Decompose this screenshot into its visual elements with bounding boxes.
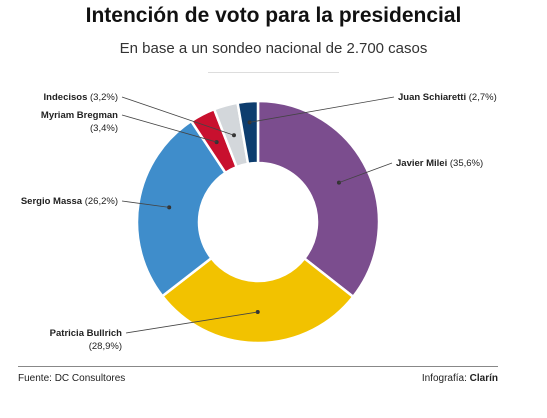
slice-label-value: (2,7%) — [466, 92, 497, 103]
slice-juan-schiaretti — [236, 99, 260, 166]
donut-slices — [135, 99, 381, 345]
slice-javier-milei — [256, 99, 381, 299]
slice-label: Indecisos (3,2%) — [44, 92, 118, 103]
leader-line — [249, 96, 395, 123]
source-note: Fuente: DC Consultores — [18, 373, 126, 384]
slice-label-name: Javier Milei — [396, 158, 447, 169]
leader-line — [121, 200, 170, 208]
leader-line — [125, 311, 258, 334]
slice-label-value: (3,2%) — [87, 92, 118, 103]
slice-label-value: (26,2%) — [82, 196, 118, 207]
slice-label: Javier Milei (35,6%) — [396, 158, 483, 169]
slice-label-name: Myriam Bregman — [41, 110, 118, 121]
leader-line — [338, 162, 393, 184]
slice-label-name: Sergio Massa — [21, 196, 83, 207]
title-divider — [208, 72, 339, 73]
credit-prefix: Infografía: — [421, 373, 470, 384]
leader-line — [121, 114, 217, 143]
slice-label-name: Patricia Bullrich — [50, 328, 123, 339]
slice-sergio-massa — [135, 119, 228, 298]
footer-divider — [18, 366, 498, 367]
chart-title: Intención de voto para la presidencial — [85, 4, 462, 27]
slice-patricia-bullrich — [160, 256, 355, 345]
slice-label-name: Juan Schiaretti — [398, 92, 466, 103]
slice-label: Patricia Bullrich (28,9%) — [50, 328, 123, 352]
slice-label: Juan Schiaretti (2,7%) — [398, 92, 497, 103]
slice-label: Sergio Massa (26,2%) — [21, 196, 118, 207]
slice-label-name: Indecisos — [44, 92, 88, 103]
slice-labels: Javier Milei (35,6%) Patricia Bullrich (28… — [21, 92, 497, 352]
credit-note: Infografía: Clarín — [422, 373, 498, 384]
chart-subtitle: En base a un sondeo nacional de 2.700 ca… — [119, 40, 428, 57]
slice-label: Myriam Bregman (3,4%) — [41, 110, 118, 134]
slice-label-value: (28,9%) — [89, 341, 122, 352]
credit-brand: Clarín — [469, 373, 498, 384]
label-leaders — [121, 96, 395, 334]
slice-label-value: (35,6%) — [447, 158, 483, 169]
slice-label-value: (3,4%) — [90, 123, 118, 134]
leader-line — [121, 96, 235, 136]
